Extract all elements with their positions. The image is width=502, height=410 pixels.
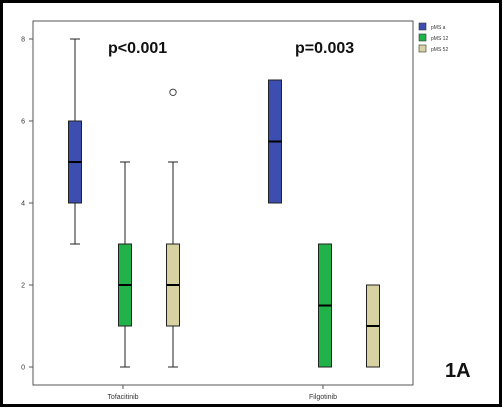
box-tofacitinib-0 bbox=[68, 38, 82, 245]
y-tick-label: 0 bbox=[21, 365, 25, 372]
y-axis: 0 2 4 6 8 bbox=[21, 37, 33, 372]
legend: pMS a pMS 12 pMS 52 bbox=[418, 22, 448, 53]
legend-label: pMS a bbox=[431, 25, 446, 31]
box-tofacitinib-2 bbox=[166, 88, 180, 368]
legend-label: pMS 12 bbox=[431, 36, 448, 42]
box-filgotinib-0 bbox=[268, 79, 282, 204]
outlier-point bbox=[169, 88, 177, 97]
panel-label: 1A bbox=[445, 360, 471, 382]
legend-swatch bbox=[418, 33, 427, 42]
box-tofacitinib-1 bbox=[118, 161, 132, 368]
box-marks bbox=[68, 38, 380, 368]
y-tick-label: 2 bbox=[21, 283, 25, 290]
annotation-p-value-1: p<0.001 bbox=[108, 40, 167, 57]
y-tick-label: 6 bbox=[21, 119, 25, 126]
annotation-p-value-2: p=0.003 bbox=[295, 40, 354, 57]
x-category-label: Filgotinib bbox=[309, 394, 337, 401]
box-filgotinib-1 bbox=[318, 243, 332, 368]
box-filgotinib-2 bbox=[366, 284, 380, 368]
x-axis: Tofacitinib Filgotinib bbox=[107, 385, 337, 401]
y-tick-label: 8 bbox=[21, 37, 25, 44]
y-tick-label: 4 bbox=[21, 201, 25, 208]
legend-swatch bbox=[418, 44, 427, 53]
legend-label: pMS 52 bbox=[431, 47, 448, 53]
x-category-label: Tofacitinib bbox=[107, 394, 138, 401]
legend-swatch bbox=[418, 22, 427, 31]
plot-frame bbox=[32, 20, 414, 386]
